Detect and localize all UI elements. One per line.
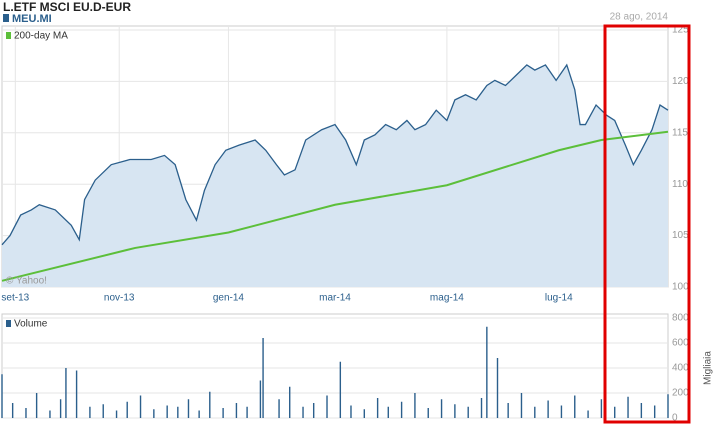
line <box>1 63 669 246</box>
volume-bar <box>1 374 3 418</box>
x-tick-label: mag-14 <box>430 293 464 304</box>
volume-bar <box>65 368 67 418</box>
price-panel: 100 105 110 115 120 125 set-13 nov-13 gen-14 mar-… <box>1 25 689 418</box>
volume-bar <box>89 406 91 418</box>
x-tick-label: set-13 <box>1 293 29 304</box>
legend-swatch <box>6 32 11 39</box>
legend-label: 200-day MA <box>14 31 68 42</box>
y-tick-label: 0 <box>672 413 678 424</box>
volume-bar <box>667 394 669 418</box>
volume-bar <box>574 395 576 418</box>
volume-bar <box>35 393 38 418</box>
volume-bar <box>126 401 128 418</box>
volume-bar <box>640 403 643 418</box>
volume-bar <box>427 408 429 418</box>
volume-bar <box>289 386 291 418</box>
y-tick-label: 125 <box>672 25 689 36</box>
volume-bar <box>600 399 603 418</box>
y-tick-label: 115 <box>672 127 688 138</box>
volume-bar <box>326 395 328 418</box>
y-tick-label: 800 <box>672 313 689 324</box>
volume-bar <box>339 361 342 418</box>
legend-swatch <box>6 320 11 327</box>
y-tick-label: 200 <box>672 388 689 399</box>
volume-bar <box>496 358 499 418</box>
y-tick-label: 105 <box>672 230 689 241</box>
y-tick-label: 120 <box>672 76 689 87</box>
volume-bar <box>75 370 78 418</box>
volume-bar <box>278 399 280 418</box>
volume-bar <box>312 403 315 418</box>
annotation: © Yahoo! <box>6 276 47 287</box>
volume-bar <box>262 338 264 418</box>
volume-bar <box>467 406 469 418</box>
x-tick-label: mar-14 <box>319 293 351 304</box>
x-tick-label: nov-13 <box>104 293 135 304</box>
volume-bar <box>350 405 352 418</box>
volume-bar <box>414 393 416 418</box>
volume-bar <box>115 410 118 418</box>
volume-panel: 0 200 400 600 800 Volume Migliaia <box>1 313 714 424</box>
date: 28 ago, 2014 <box>610 12 669 23</box>
volume-bar <box>302 406 304 418</box>
volume-bar <box>627 396 629 418</box>
line <box>1 130 669 282</box>
x-tick-label: gen-14 <box>213 293 245 304</box>
legend-label: Volume <box>14 319 48 330</box>
volume-bar <box>59 399 62 418</box>
volume-bar <box>166 405 168 418</box>
volume-bar <box>653 405 656 418</box>
volume-bar <box>454 404 456 418</box>
symbol-swatch <box>3 14 9 22</box>
y-tick-label: 600 <box>672 338 689 349</box>
price-area <box>2 64 668 288</box>
highlight-box <box>603 24 691 424</box>
volume-bar <box>480 398 483 418</box>
volume-bar <box>246 406 248 418</box>
volume-bar <box>259 380 262 418</box>
volume-bar <box>400 401 403 418</box>
volume-bar <box>547 400 549 418</box>
y-tick-label: 110 <box>672 179 688 190</box>
volume-bar <box>25 408 27 418</box>
volume-bar <box>440 399 443 418</box>
volume-bar <box>560 405 563 418</box>
volume-bar <box>187 399 190 418</box>
volume-bar <box>486 326 488 418</box>
y-tick-label: 100 <box>672 282 689 293</box>
volume-bar <box>198 410 200 418</box>
volume-bar <box>587 410 589 418</box>
volume-bar <box>177 406 179 418</box>
volume-bar <box>222 408 224 418</box>
chart-title: L.ETF MSCI EU.D-EUR <box>3 0 131 14</box>
y-axis-label: Migliaia <box>703 351 714 385</box>
volume-bar <box>507 403 509 418</box>
symbol: MEU.MI <box>12 13 52 25</box>
volume-bar <box>520 393 523 418</box>
volume-bar <box>153 409 155 418</box>
plot-frame <box>1 313 669 419</box>
x-tick-label: lug-14 <box>545 293 573 304</box>
volume-bar <box>235 403 238 418</box>
volume-bar <box>209 391 211 418</box>
volume-bar <box>11 403 14 418</box>
volume-bar <box>614 406 616 418</box>
volume-bar <box>139 395 142 418</box>
volume-bar <box>376 398 379 418</box>
y-tick-label: 400 <box>672 363 689 374</box>
volume-bar <box>363 409 366 418</box>
volume-bar <box>387 406 389 418</box>
volume-bar <box>49 410 51 418</box>
volume-bar <box>102 404 104 418</box>
volume-bar <box>534 406 536 418</box>
